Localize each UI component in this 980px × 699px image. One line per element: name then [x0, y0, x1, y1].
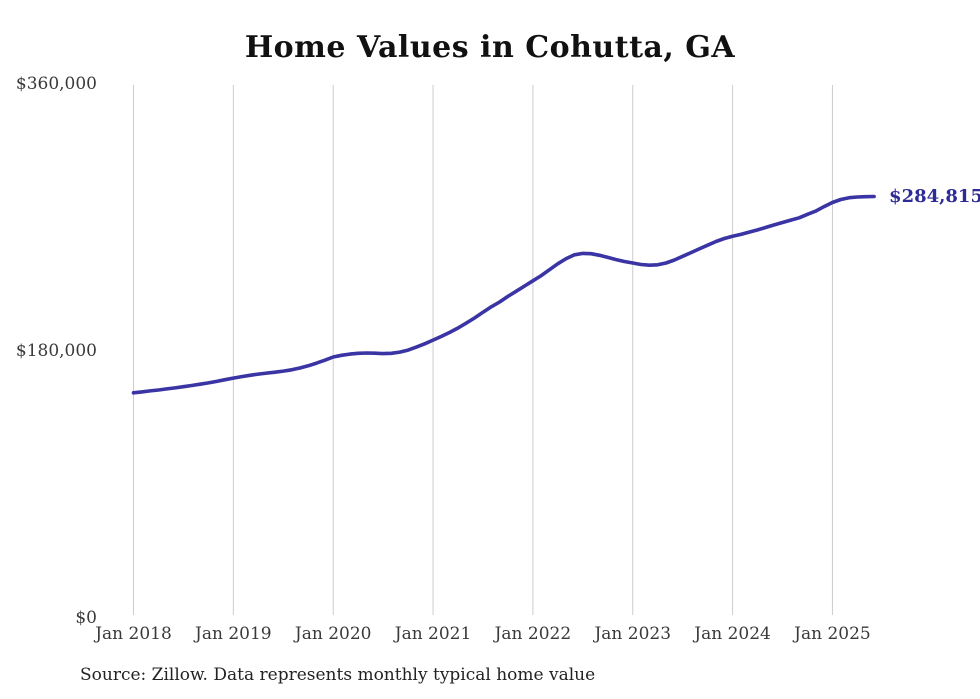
x-tick-label-jan-2023: Jan 2023: [594, 624, 672, 644]
x-tick-label-jan-2018: Jan 2018: [95, 624, 172, 644]
x-tick-label-jan-2024: Jan 2024: [694, 624, 771, 644]
home-value-line-series: [131, 194, 876, 395]
latest-value-label: $284,815: [889, 185, 980, 207]
x-tick-label-jan-2019: Jan 2019: [195, 624, 272, 644]
vertical-gridlines: [133, 85, 833, 615]
source-note: Source: Zillow. Data represents monthly …: [80, 665, 596, 685]
x-tick-label-jan-2020: Jan 2020: [294, 624, 372, 644]
chart-title: Home Values in Cohutta, GA: [244, 30, 736, 65]
x-tick-label-jan-2021: Jan 2021: [394, 624, 472, 644]
x-tick-label-jan-2022: Jan 2022: [494, 624, 572, 644]
y-tick-label-0: $0: [75, 608, 97, 628]
y-tick-label-360000: $360,000: [15, 74, 97, 94]
x-tick-label-jan-2025: Jan 2025: [794, 624, 871, 644]
y-tick-label-180000: $180,000: [15, 341, 97, 361]
